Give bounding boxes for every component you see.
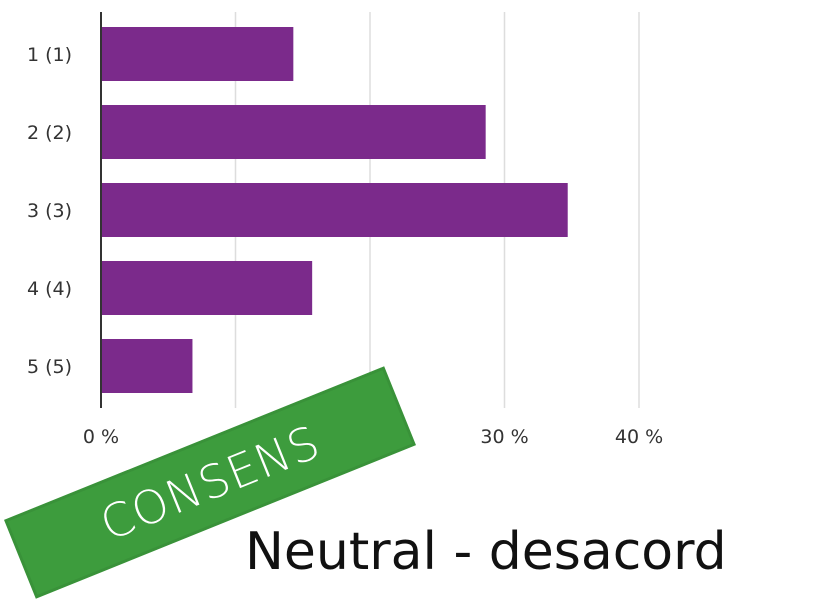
x-tick-label: 40 % [615,426,663,448]
category-label: 4 (4) [27,278,72,300]
bar [102,339,193,393]
x-tick-labels: 0 % 30 % 40 % [83,426,663,448]
category-label: 1 (1) [27,44,72,66]
bar [102,27,294,81]
x-tick-label: 0 % [83,426,119,448]
category-labels: 1 (1) 2 (2) 3 (3) 4 (4) 5 (5) [27,44,72,378]
bar [102,261,313,315]
x-tick-label: 30 % [480,426,528,448]
category-label: 3 (3) [27,200,72,222]
category-label: 2 (2) [27,122,72,144]
bar [102,183,568,237]
caption-text: Neutral - desacord [245,522,727,582]
category-label: 5 (5) [27,356,72,378]
bar [102,105,486,159]
bars [102,27,568,393]
